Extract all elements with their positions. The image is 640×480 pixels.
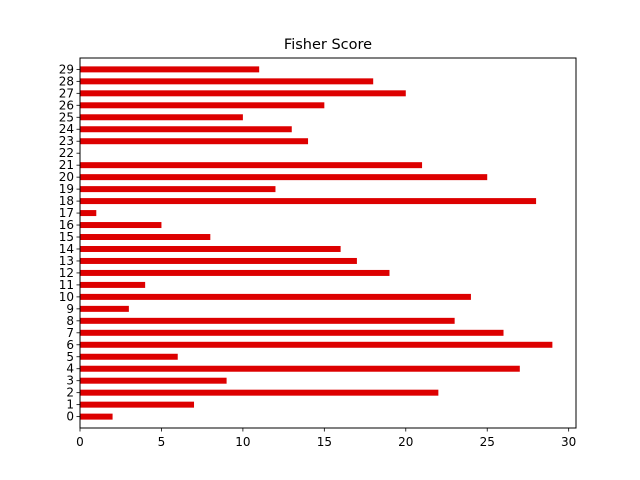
y-tick-label-10: 10 — [59, 290, 74, 304]
y-tick-label-28: 28 — [59, 74, 74, 88]
bar-20 — [80, 174, 488, 181]
bar-19 — [80, 186, 276, 193]
bar-1 — [80, 401, 195, 408]
y-tick-label-13: 13 — [59, 254, 74, 268]
bar-16 — [80, 222, 162, 229]
y-tick-label-15: 15 — [59, 230, 74, 244]
y-tick-label-17: 17 — [59, 206, 74, 220]
y-tick-label-8: 8 — [66, 314, 74, 328]
y-tick-label-21: 21 — [59, 158, 74, 172]
y-tick-label-20: 20 — [59, 170, 74, 184]
bar-21 — [80, 162, 423, 169]
bar-6 — [80, 341, 553, 348]
bar-11 — [80, 281, 146, 288]
y-tick-label-29: 29 — [59, 62, 74, 76]
bar-10 — [80, 293, 471, 300]
y-tick-label-23: 23 — [59, 134, 74, 148]
bar-26 — [80, 102, 325, 109]
x-tick-label-5: 5 — [158, 435, 166, 449]
bar-13 — [80, 257, 357, 264]
y-tick-label-14: 14 — [59, 242, 74, 256]
y-tick-label-9: 9 — [66, 302, 74, 316]
x-tick-label-30: 30 — [561, 435, 576, 449]
y-tick-label-0: 0 — [66, 410, 74, 424]
y-tick-label-16: 16 — [59, 218, 74, 232]
bar-24 — [80, 126, 292, 133]
plot-frame — [79, 57, 577, 429]
chart-title: Fisher Score — [284, 37, 372, 53]
bar-5 — [80, 353, 178, 360]
bar-14 — [80, 245, 341, 252]
bar-8 — [80, 317, 455, 324]
y-axis-ticks: 0123456789101112131415161718192021222324… — [59, 62, 80, 424]
y-tick-label-2: 2 — [66, 386, 74, 400]
bar-23 — [80, 138, 309, 145]
bar-18 — [80, 198, 537, 205]
y-tick-label-22: 22 — [59, 146, 74, 160]
bars-group — [80, 66, 553, 420]
x-tick-label-0: 0 — [76, 435, 84, 449]
bar-7 — [80, 329, 504, 336]
bar-27 — [80, 90, 406, 97]
bar-17 — [80, 210, 97, 217]
bar-4 — [80, 365, 520, 372]
bar-28 — [80, 78, 374, 85]
bar-15 — [80, 234, 211, 241]
y-tick-label-6: 6 — [66, 338, 74, 352]
y-tick-label-5: 5 — [66, 350, 74, 364]
y-tick-label-7: 7 — [66, 326, 74, 340]
y-tick-label-25: 25 — [59, 110, 74, 124]
bar-12 — [80, 269, 390, 276]
bar-3 — [80, 377, 227, 384]
bar-25 — [80, 114, 243, 121]
y-tick-label-1: 1 — [66, 398, 74, 412]
y-tick-label-26: 26 — [59, 98, 74, 112]
y-tick-label-27: 27 — [59, 86, 74, 100]
x-tick-label-15: 15 — [317, 435, 332, 449]
x-axis-ticks: 0 5 10 15 20 25 30 — [76, 428, 576, 449]
y-tick-label-11: 11 — [59, 278, 74, 292]
y-tick-label-24: 24 — [59, 122, 74, 136]
bar-0 — [80, 413, 113, 420]
bar-29 — [80, 66, 260, 73]
y-tick-label-19: 19 — [59, 182, 74, 196]
x-tick-label-20: 20 — [398, 435, 413, 449]
bar-2 — [80, 389, 439, 396]
y-tick-label-3: 3 — [66, 374, 74, 388]
x-tick-label-25: 25 — [480, 435, 495, 449]
y-tick-label-12: 12 — [59, 266, 74, 280]
bar-9 — [80, 305, 129, 312]
y-tick-label-4: 4 — [66, 362, 74, 376]
y-tick-label-18: 18 — [59, 194, 74, 208]
x-tick-label-10: 10 — [235, 435, 250, 449]
